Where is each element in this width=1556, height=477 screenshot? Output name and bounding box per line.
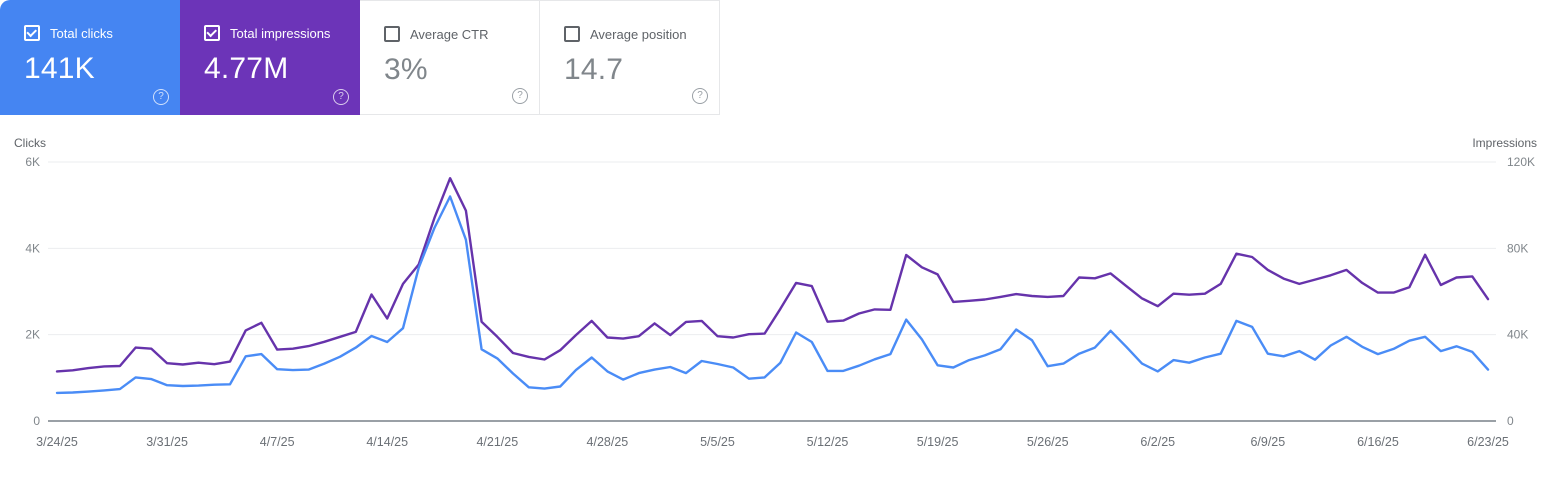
impressions-line [55,176,1490,373]
card-average-ctr[interactable]: Average CTR 3% ? [360,0,540,115]
total-impressions-value: 4.77M [204,52,289,85]
x-axis-tick: 4/28/25 [587,435,629,449]
right-axis-tick: 40K [1507,328,1528,342]
total-impressions-label: Total impressions [230,25,331,41]
metric-cards: Total clicks 141K ? Total impressions 4.… [0,0,720,115]
x-axis-tick: 5/5/25 [700,435,735,449]
total-clicks-label: Total clicks [50,25,113,41]
help-icon[interactable]: ? [153,89,169,105]
x-axis-tick: 6/2/25 [1140,435,1175,449]
total-clicks-value: 141K [24,52,95,85]
x-axis-tick: 6/23/25 [1467,435,1509,449]
average-position-value: 14.7 [564,53,624,86]
left-axis-tick: 4K [25,241,40,255]
card-total-clicks[interactable]: Total clicks 141K ? [0,0,180,115]
x-axis-tick: 3/31/25 [146,435,188,449]
average-ctr-value: 3% [384,53,428,86]
total-impressions-checkbox[interactable] [204,25,220,41]
left-axis-tick: 0 [33,414,40,428]
clicks-line [55,195,1490,395]
x-axis-tick: 3/24/25 [36,435,78,449]
average-ctr-checkbox[interactable] [384,26,400,42]
card-average-position[interactable]: Average position 14.7 ? [540,0,720,115]
help-icon[interactable]: ? [692,88,708,104]
right-axis-title: Impressions [1472,136,1537,150]
left-axis-tick: 2K [25,328,40,342]
x-axis-tick: 6/16/25 [1357,435,1399,449]
help-icon[interactable]: ? [333,89,349,105]
x-axis-tick: 4/21/25 [476,435,518,449]
x-axis-tick: 4/14/25 [366,435,408,449]
x-axis-tick: 4/7/25 [260,435,295,449]
average-ctr-label: Average CTR [410,26,489,42]
x-axis-tick: 6/9/25 [1250,435,1285,449]
left-axis-tick: 6K [25,155,40,169]
x-axis-tick: 5/12/25 [807,435,849,449]
left-axis-title: Clicks [14,136,46,150]
right-axis-tick: 0 [1507,414,1514,428]
right-axis-tick: 120K [1507,155,1535,169]
help-icon[interactable]: ? [512,88,528,104]
average-position-checkbox[interactable] [564,26,580,42]
x-axis-tick: 5/26/25 [1027,435,1069,449]
card-total-impressions[interactable]: Total impressions 4.77M ? [180,0,360,115]
right-axis-tick: 80K [1507,241,1528,255]
x-axis-tick: 5/19/25 [917,435,959,449]
total-clicks-checkbox[interactable] [24,25,40,41]
average-position-label: Average position [590,26,687,42]
